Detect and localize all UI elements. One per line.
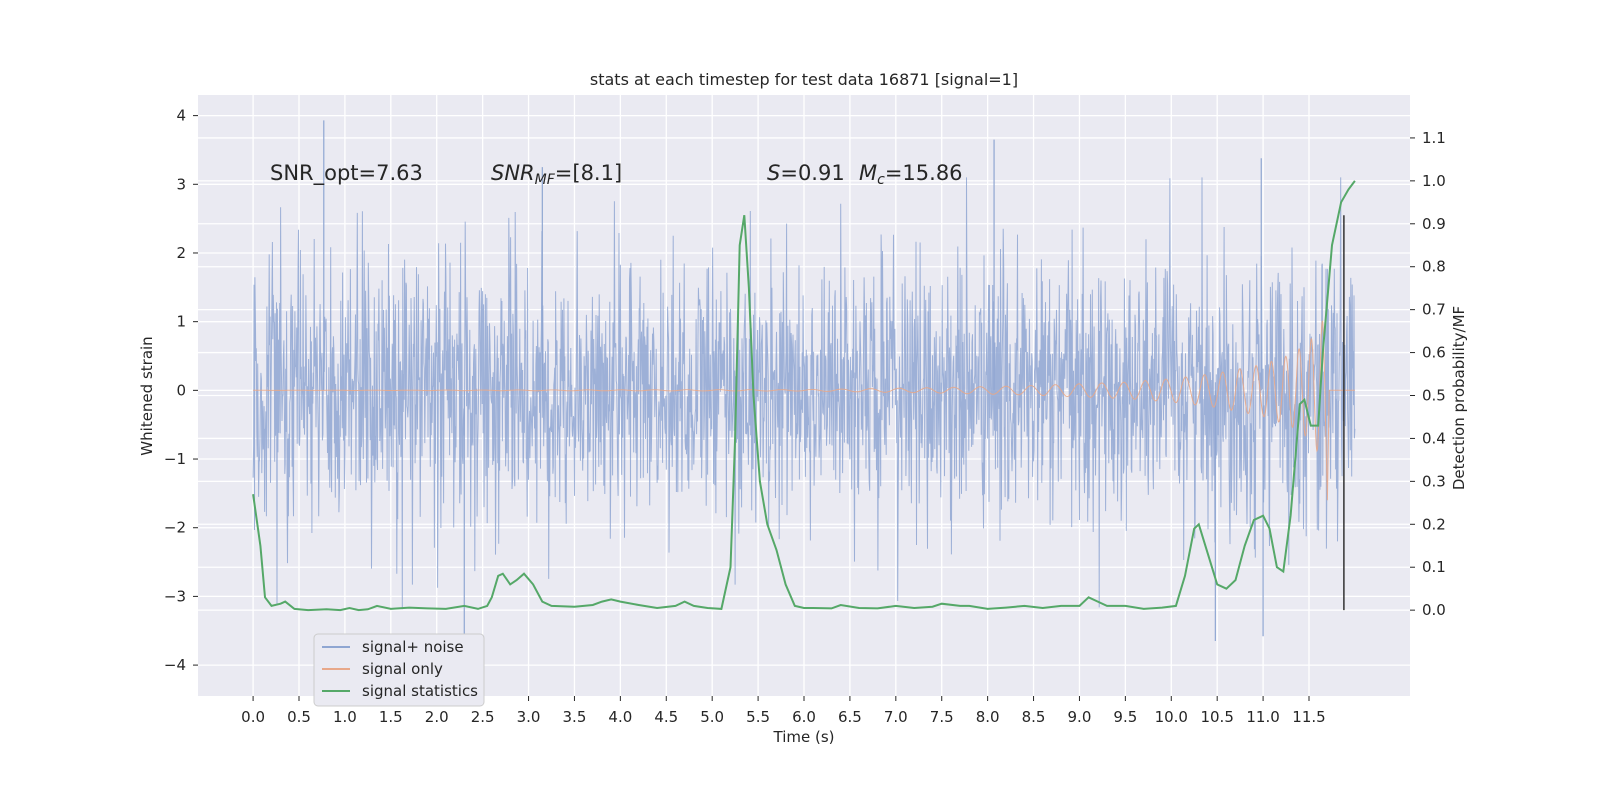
y-tick-label: 2 bbox=[176, 244, 186, 262]
y-tick-label: −3 bbox=[164, 587, 186, 605]
y-tick-label: −1 bbox=[164, 450, 186, 468]
x-tick-label: 1.5 bbox=[379, 708, 403, 726]
y2-tick-label: 1.0 bbox=[1422, 172, 1446, 190]
x-tick-label: 9.5 bbox=[1113, 708, 1137, 726]
series-signal-statistics bbox=[252, 180, 1356, 612]
y-tick-label: 0 bbox=[176, 381, 186, 399]
x-tick-label: 5.5 bbox=[746, 708, 770, 726]
y-tick-label: 4 bbox=[176, 107, 186, 125]
y2-tick-label: 0.2 bbox=[1422, 515, 1446, 533]
x-tick-label: 8.5 bbox=[1022, 708, 1046, 726]
snr-mf-annotation: SNRMF=[8.1] bbox=[491, 161, 622, 188]
snr-mf-value: =[8.1] bbox=[555, 161, 622, 185]
legend-box bbox=[313, 633, 485, 707]
series-layer bbox=[252, 120, 1356, 642]
snr-mf-subscript: MF bbox=[535, 172, 556, 188]
x-tick-label: 3.0 bbox=[517, 708, 541, 726]
y-tick-label: −4 bbox=[164, 656, 186, 674]
y-axis-label: Whitened strain bbox=[138, 336, 156, 455]
y-tick-label: 3 bbox=[176, 175, 186, 193]
legend: signal+ noise signal only signal statist… bbox=[313, 633, 485, 707]
x-tick-label: 9.0 bbox=[1068, 708, 1092, 726]
x-tick-label: 4.0 bbox=[608, 708, 632, 726]
annotations: SNR_opt=7.63 SNRMF=[8.1] S=0.91 Mc=15.86 bbox=[270, 161, 963, 188]
mc-symbol: M bbox=[859, 161, 877, 185]
x-axis-label: Time (s) bbox=[773, 728, 835, 746]
snr-mf-symbol: SNR bbox=[491, 161, 535, 185]
series-signal-only bbox=[253, 320, 1355, 501]
x-tick-label: 3.5 bbox=[563, 708, 587, 726]
y2-tick-label: 0.3 bbox=[1422, 472, 1446, 490]
s-value: =0.91 bbox=[780, 161, 844, 185]
s-annotation: S=0.91 bbox=[767, 161, 845, 185]
mc-annotation: Mc=15.86 bbox=[859, 161, 963, 188]
x-tick-label: 2.0 bbox=[425, 708, 449, 726]
x-tick-label: 10.0 bbox=[1155, 708, 1188, 726]
x-tick-label: 10.5 bbox=[1200, 708, 1233, 726]
mc-subscript: c bbox=[877, 172, 885, 188]
y-tick-label: −2 bbox=[164, 519, 186, 537]
x-tick-label: 11.0 bbox=[1246, 708, 1279, 726]
mc-value: =15.86 bbox=[885, 161, 963, 185]
x-tick-label: 4.5 bbox=[654, 708, 678, 726]
series-signal-noise bbox=[252, 177, 1356, 610]
s-symbol: S bbox=[767, 161, 780, 185]
y2-tick-label: 1.1 bbox=[1422, 129, 1446, 147]
y2-tick-label: 0.4 bbox=[1422, 429, 1446, 447]
legend-label-signal-statistics: signal statistics bbox=[362, 682, 478, 700]
x-tick-label: 8.0 bbox=[976, 708, 1000, 726]
snr-opt-annotation: SNR_opt=7.63 bbox=[270, 161, 423, 186]
legend-label-signal-noise: signal+ noise bbox=[362, 638, 464, 656]
y2-tick-label: 0.9 bbox=[1422, 215, 1446, 233]
legend-label-signal-only: signal only bbox=[362, 660, 443, 678]
x-tick-label: 7.0 bbox=[884, 708, 908, 726]
y2-tick-label: 0.6 bbox=[1422, 344, 1446, 362]
x-tick-label: 6.0 bbox=[792, 708, 816, 726]
x-tick-label: 5.0 bbox=[700, 708, 724, 726]
y2-tick-label: 0.1 bbox=[1422, 558, 1446, 576]
x-tick-label: 7.5 bbox=[930, 708, 954, 726]
y2-tick-label: 0.8 bbox=[1422, 258, 1446, 276]
y-tick-label: 1 bbox=[176, 313, 186, 331]
x-tick-label: 0.5 bbox=[287, 708, 311, 726]
y2-axis-label: Detection probability/MF bbox=[1450, 306, 1468, 490]
y2-tick-label: 0.5 bbox=[1422, 387, 1446, 405]
x-tick-label: 11.5 bbox=[1292, 708, 1325, 726]
y2-tick-label: 0.0 bbox=[1422, 601, 1446, 619]
y2-tick-label: 0.7 bbox=[1422, 301, 1446, 319]
x-tick-label: 0.0 bbox=[241, 708, 265, 726]
chart-title: stats at each timestep for test data 168… bbox=[590, 70, 1018, 89]
x-tick-label: 6.5 bbox=[838, 708, 862, 726]
tick-labels: 0.0 0.5 1.0 1.5 2.0 2.5 3.0 3.5 4.0 4.5 5.0 5.5 6.0 6… bbox=[164, 107, 1446, 726]
x-tick-label: 1.0 bbox=[333, 708, 357, 726]
x-tick-label: 2.5 bbox=[471, 708, 495, 726]
